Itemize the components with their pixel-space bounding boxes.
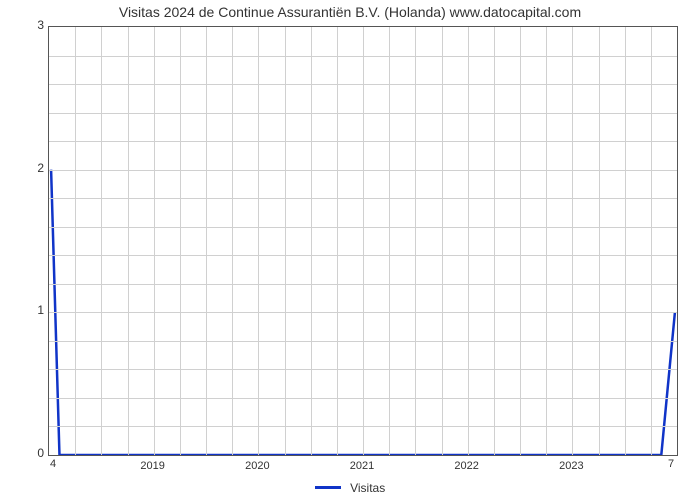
grid-line-horizontal	[49, 426, 677, 427]
grid-line-vertical	[75, 27, 76, 455]
corner-label-bottom-right: 7	[668, 458, 674, 470]
grid-line-horizontal	[49, 398, 677, 399]
grid-line-horizontal	[49, 84, 677, 85]
grid-line-vertical	[415, 27, 416, 455]
grid-line-vertical	[285, 27, 286, 455]
grid-line-vertical	[258, 27, 259, 455]
grid-line-vertical	[180, 27, 181, 455]
grid-line-horizontal	[49, 170, 677, 171]
chart-title: Visitas 2024 de Continue Assurantiën B.V…	[0, 4, 700, 20]
chart-container: Visitas 2024 de Continue Assurantiën B.V…	[0, 0, 700, 500]
grid-line-vertical	[337, 27, 338, 455]
grid-line-vertical	[232, 27, 233, 455]
legend: Visitas	[0, 480, 700, 495]
x-tick-label: 2021	[350, 460, 374, 472]
x-tick-label: 2019	[140, 460, 164, 472]
grid-line-vertical	[389, 27, 390, 455]
grid-line-vertical	[546, 27, 547, 455]
grid-line-horizontal	[49, 255, 677, 256]
legend-swatch	[315, 486, 341, 489]
legend-label: Visitas	[350, 481, 385, 495]
grid-line-vertical	[468, 27, 469, 455]
y-tick-label: 3	[4, 18, 44, 32]
grid-line-vertical	[520, 27, 521, 455]
y-tick-label: 2	[4, 161, 44, 175]
grid-line-vertical	[651, 27, 652, 455]
grid-line-vertical	[363, 27, 364, 455]
plot-area	[48, 26, 678, 456]
grid-line-horizontal	[49, 312, 677, 313]
grid-line-vertical	[206, 27, 207, 455]
grid-line-vertical	[128, 27, 129, 455]
grid-line-horizontal	[49, 141, 677, 142]
grid-line-horizontal	[49, 284, 677, 285]
corner-label-bottom-left: 4	[50, 458, 56, 470]
grid-line-vertical	[311, 27, 312, 455]
grid-line-horizontal	[49, 227, 677, 228]
y-tick-label: 0	[4, 446, 44, 460]
grid-line-horizontal	[49, 198, 677, 199]
grid-line-vertical	[101, 27, 102, 455]
grid-line-vertical	[625, 27, 626, 455]
grid-line-vertical	[494, 27, 495, 455]
grid-line-vertical	[442, 27, 443, 455]
grid-line-vertical	[572, 27, 573, 455]
grid-line-horizontal	[49, 56, 677, 57]
y-tick-label: 1	[4, 303, 44, 317]
grid-line-vertical	[154, 27, 155, 455]
grid-line-horizontal	[49, 113, 677, 114]
grid-line-vertical	[599, 27, 600, 455]
x-tick-label: 2022	[454, 460, 478, 472]
x-tick-label: 2020	[245, 460, 269, 472]
x-tick-label: 2023	[559, 460, 583, 472]
grid-line-horizontal	[49, 341, 677, 342]
grid-line-horizontal	[49, 369, 677, 370]
